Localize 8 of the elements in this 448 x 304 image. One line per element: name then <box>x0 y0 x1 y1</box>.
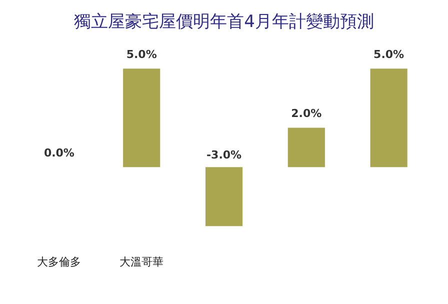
chart-title: 獨立屋豪宅屋價明年首4月年計變動預測 <box>73 11 375 33</box>
data-label: 5.0% <box>374 48 404 62</box>
data-label: 0.0% <box>44 146 74 160</box>
x-tick-label: 大溫哥華 <box>120 255 164 268</box>
data-label: 2.0% <box>291 107 322 120</box>
data-label: 5.0% <box>126 48 157 62</box>
data-label: -3.0% <box>206 148 242 162</box>
x-tick-label: 大多倫多 <box>37 255 82 268</box>
